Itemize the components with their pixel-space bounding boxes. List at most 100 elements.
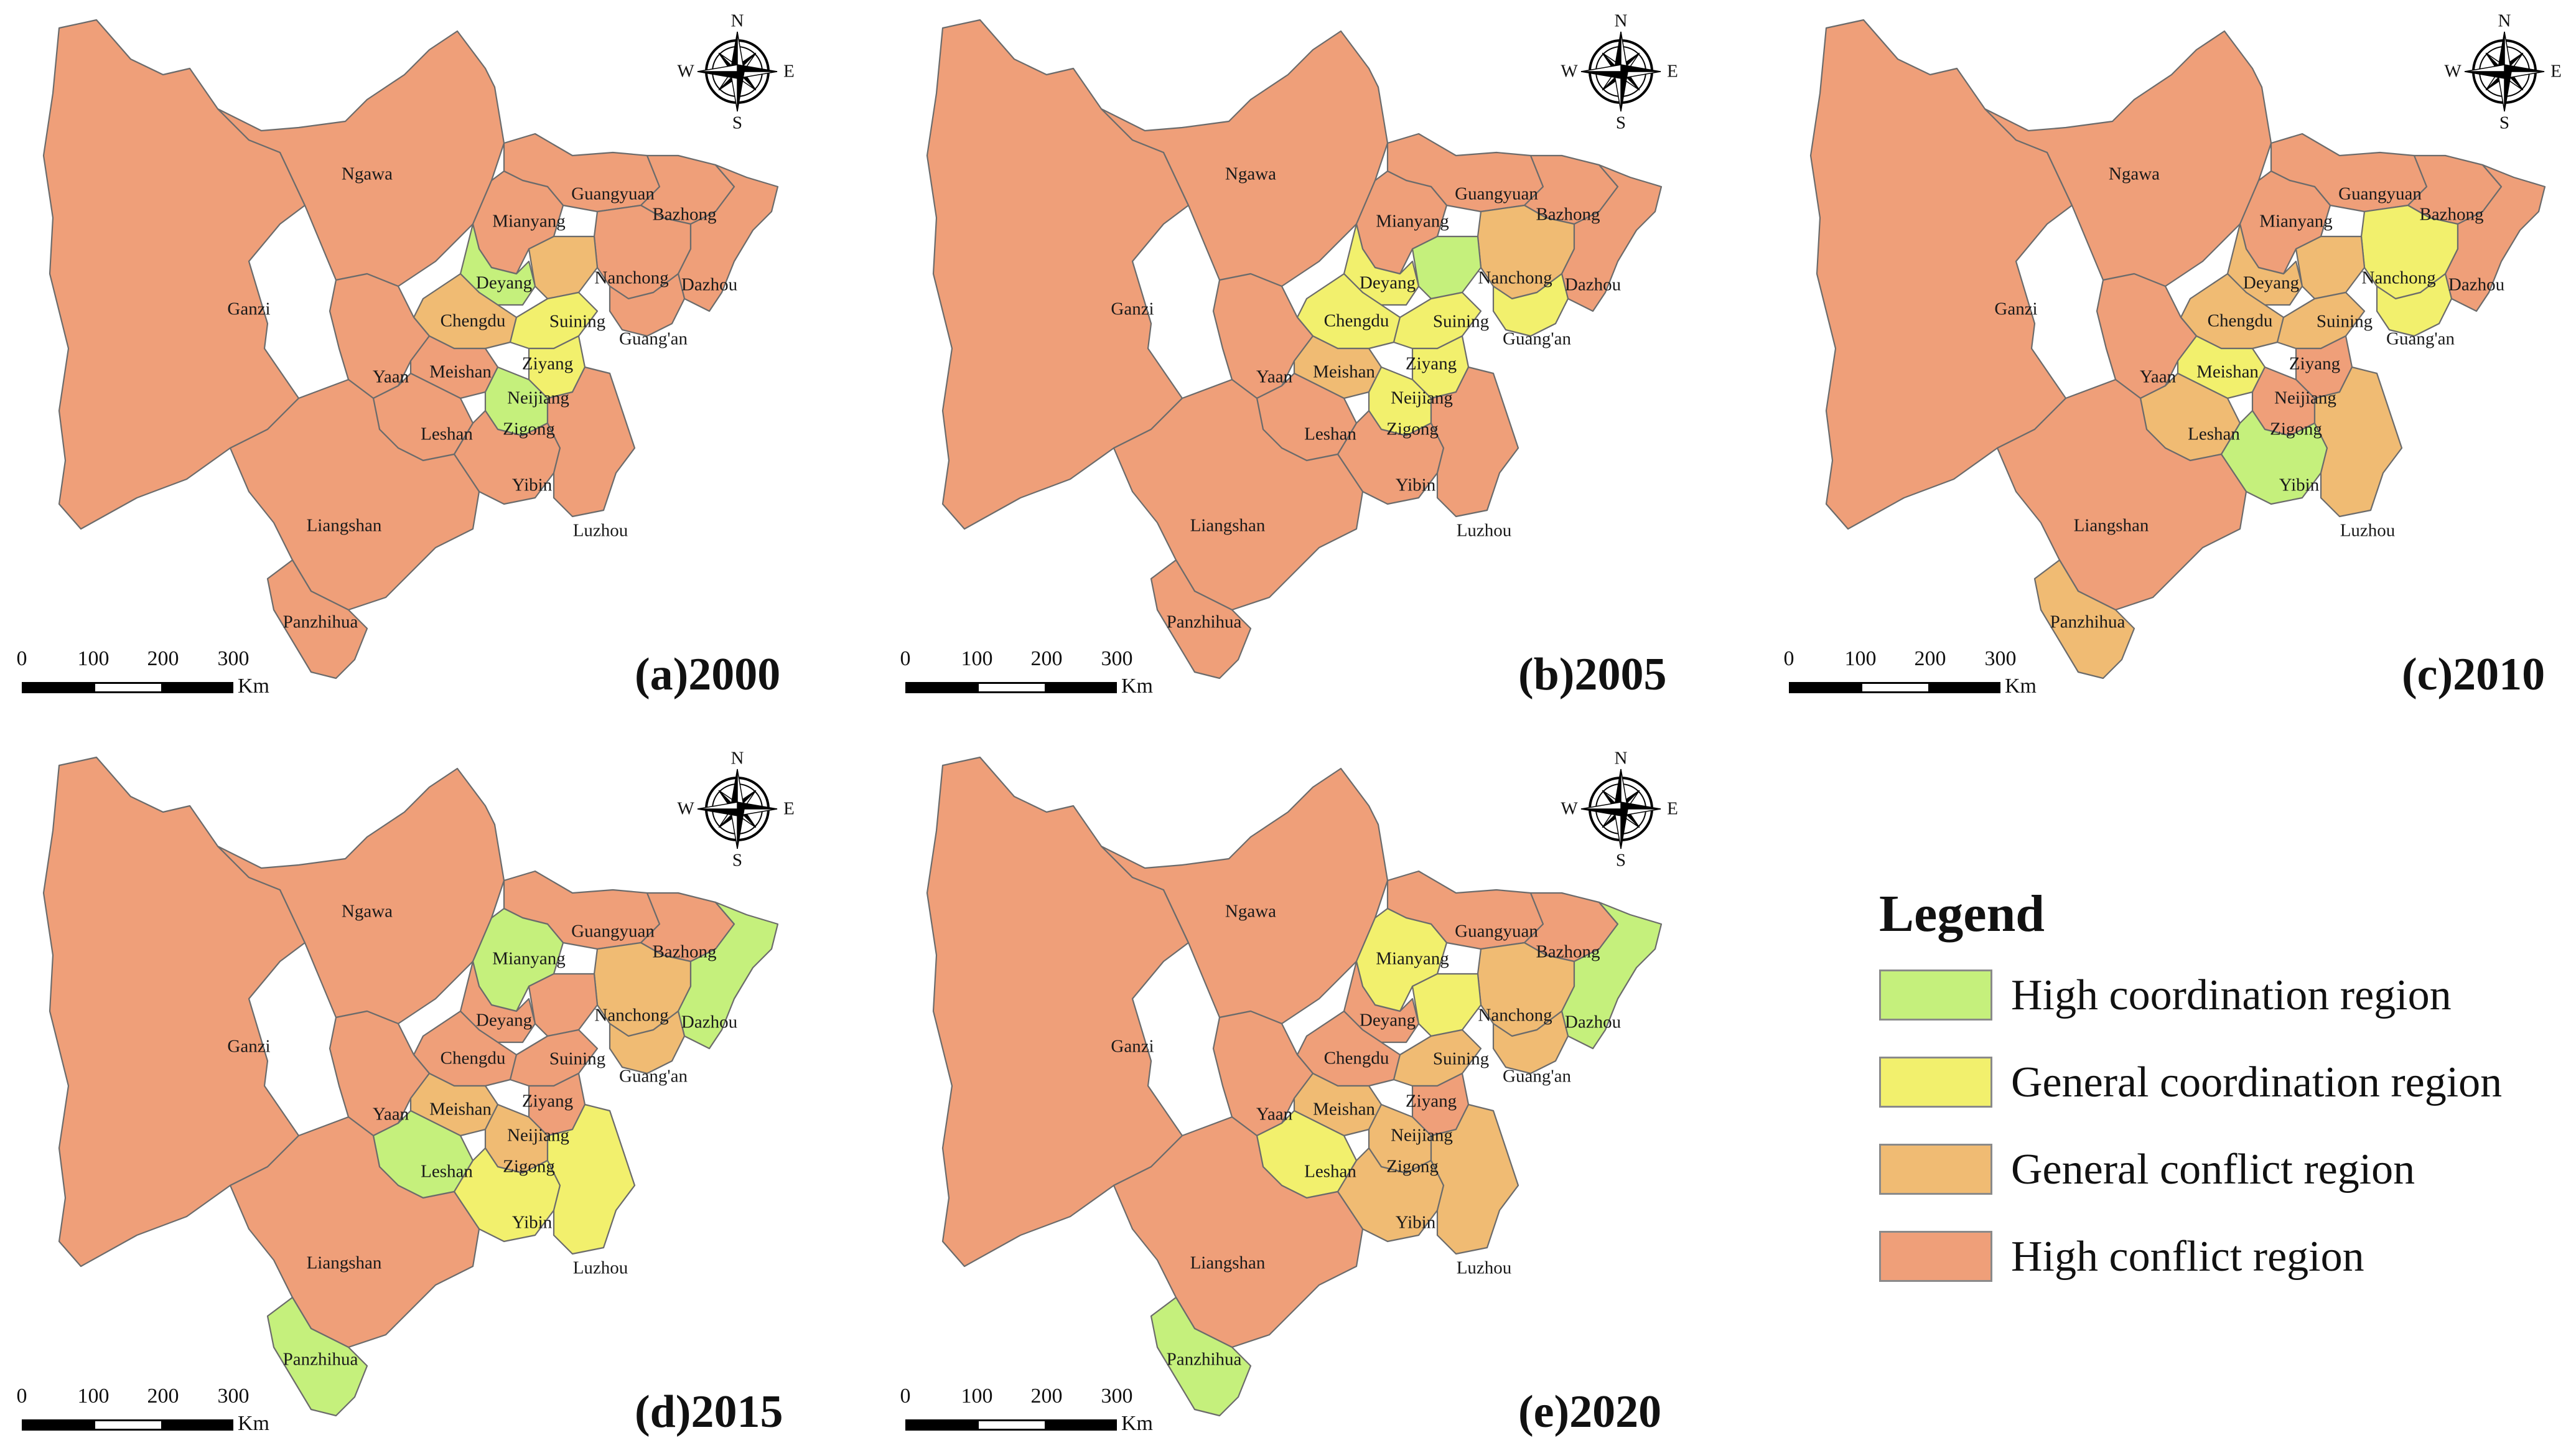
region-dazhou [677, 901, 779, 1050]
scale-tick-300: 300 [217, 1385, 250, 1408]
region-mianyang [1355, 170, 1448, 275]
city-label-meishan: Meishan [1313, 1099, 1375, 1119]
map-svg [42, 19, 779, 680]
compass-icon [697, 31, 778, 112]
city-label-panzhihua: Panzhihua [282, 612, 358, 632]
compass-rose: N S W E [1561, 749, 1678, 871]
city-label-leshan: Leshan [1304, 424, 1356, 444]
city-label-panzhihua: Panzhihua [282, 1349, 358, 1370]
city-label-neijiang: Neijiang [1391, 1125, 1453, 1146]
city-label-leshan: Leshan [421, 424, 473, 444]
city-label-nanchong: Nanchong [594, 1005, 669, 1026]
legend-label: General coordination region [2011, 1058, 2503, 1106]
city-label-panzhihua: Panzhihua [1166, 1349, 1242, 1370]
compass-rose: N S W E [677, 11, 795, 133]
city-label-dazhou: Dazhou [1564, 1012, 1622, 1032]
compass-icon [697, 769, 778, 849]
compass-letter-e: E [2550, 61, 2562, 82]
city-label-leshan: Leshan [1304, 1161, 1356, 1182]
region-yaan [329, 1010, 431, 1137]
city-label-panzhihua: Panzhihua [2050, 612, 2126, 632]
city-label-ganzi: Ganzi [1994, 299, 2038, 319]
city-label-yaan: Yaan [1256, 1104, 1293, 1124]
region-dazhou [1561, 901, 1663, 1050]
city-label-suining: Suining [2316, 311, 2373, 332]
city-label-liangshan: Liangshan [2073, 515, 2149, 536]
city-label-neijiang: Neijiang [507, 1125, 569, 1146]
scale-tick-200: 200 [1030, 1385, 1063, 1408]
scale-unit: Km [1121, 675, 1153, 698]
region-suining [1411, 973, 1482, 1037]
region-luzhou [2313, 366, 2403, 518]
city-label-guangyuan: Guangyuan [2338, 184, 2422, 204]
city-label-liangshan: Liangshan [1190, 1253, 1266, 1273]
scale-tick-0: 0 [16, 1385, 27, 1408]
compass-letter-n: N [730, 11, 744, 31]
city-label-ziyang: Ziyang [1405, 353, 1457, 374]
city-label-chengdu: Chengdu [440, 1048, 506, 1068]
region-guang-an [2376, 273, 2453, 337]
region-luzhou [1430, 366, 1519, 518]
compass-letter-e: E [1667, 798, 1678, 819]
city-label-ziyang: Ziyang [521, 353, 574, 374]
region-panzhihua [1150, 1296, 1252, 1417]
city-label-mianyang: Mianyang [492, 948, 566, 969]
city-label-zigong: Zigong [1386, 419, 1439, 439]
scale-tick-100: 100 [77, 1385, 110, 1408]
region-liangshan [229, 378, 480, 611]
scale-tick-0: 0 [900, 647, 911, 670]
compass-rose: N S W E [2444, 11, 2562, 133]
legend-swatch [1879, 1057, 1992, 1108]
region-yaan [2096, 273, 2198, 399]
compass-icon [2464, 31, 2545, 112]
city-label-dazhou: Dazhou [681, 1012, 738, 1032]
legend-label: High coordination region [2011, 971, 2452, 1019]
legend: Legend High coordination region General c… [1873, 884, 2570, 1319]
city-label-guang-an: Guang'an [619, 1066, 688, 1086]
panel-title: (d)2015 [635, 1386, 783, 1437]
compass-letter-n: N [1614, 11, 1628, 31]
city-label-deyang: Deyang [2242, 273, 2300, 293]
city-label-ngawa: Ngawa [1225, 901, 1277, 922]
scale-unit: Km [2005, 675, 2037, 698]
scale-segment [941, 1419, 977, 1431]
city-label-yaan: Yaan [2139, 367, 2177, 387]
region-suining [528, 235, 599, 300]
legend-item-general-coordination: General coordination region [1879, 1057, 2564, 1110]
region-yaan [329, 273, 431, 399]
compass-letter-e: E [783, 798, 795, 819]
city-label-mianyang: Mianyang [2259, 211, 2333, 231]
scale-segment [1047, 682, 1117, 693]
city-label-meishan: Meishan [429, 362, 492, 382]
city-label-luzhou: Luzhou [572, 1258, 628, 1278]
region-meishan [1293, 335, 1383, 399]
map-svg [42, 756, 779, 1417]
compass-letter-n: N [2498, 11, 2511, 31]
city-label-mianyang: Mianyang [1376, 211, 1449, 231]
region-yaan [1212, 273, 1314, 399]
map-panel-a-2000: Ganzi Ngawa Guangyuan Bazhong Mianyang Nancho… [0, 0, 871, 716]
scale-segment [58, 682, 93, 693]
region-liangshan [1996, 378, 2247, 611]
compass-letter-s: S [732, 113, 743, 133]
city-label-ganzi: Ganzi [1111, 1036, 1154, 1057]
city-label-ganzi: Ganzi [227, 1036, 271, 1057]
compass-letter-s: S [732, 850, 743, 871]
region-suining [2295, 235, 2366, 300]
city-label-deyang: Deyang [1359, 1010, 1416, 1030]
panel-title: (a)2000 [635, 649, 781, 700]
region-mianyang [472, 170, 564, 275]
city-label-yaan: Yaan [1256, 367, 1293, 387]
city-label-bazhong: Bazhong [652, 941, 717, 962]
city-label-ngawa: Ngawa [1225, 164, 1277, 184]
scale-tick-0: 0 [900, 1385, 911, 1408]
scale-tick-200: 200 [147, 1385, 179, 1408]
city-label-guang-an: Guang'an [619, 329, 688, 349]
city-label-suining: Suining [1432, 1049, 1490, 1069]
city-label-deyang: Deyang [1359, 273, 1416, 293]
scale-unit: Km [238, 1412, 269, 1435]
city-label-liangshan: Liangshan [306, 1253, 382, 1273]
scale-bar: 0 100 200 300 Km [1784, 647, 2072, 703]
scale-segment [977, 1419, 1047, 1431]
